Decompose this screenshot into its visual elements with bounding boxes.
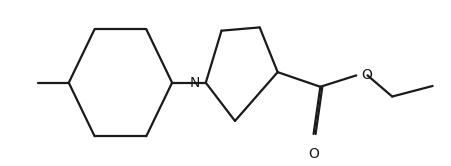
Text: O: O (360, 68, 371, 82)
Text: O: O (308, 147, 318, 161)
Text: N: N (189, 76, 200, 90)
